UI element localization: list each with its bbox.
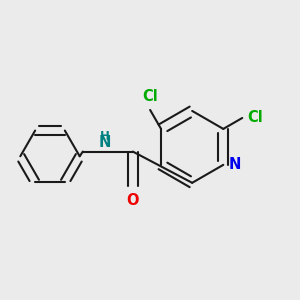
- Text: H: H: [100, 130, 110, 143]
- Text: O: O: [127, 193, 139, 208]
- Text: N: N: [229, 157, 241, 172]
- Text: N: N: [98, 135, 111, 150]
- Text: Cl: Cl: [247, 110, 263, 125]
- Text: Cl: Cl: [142, 89, 158, 104]
